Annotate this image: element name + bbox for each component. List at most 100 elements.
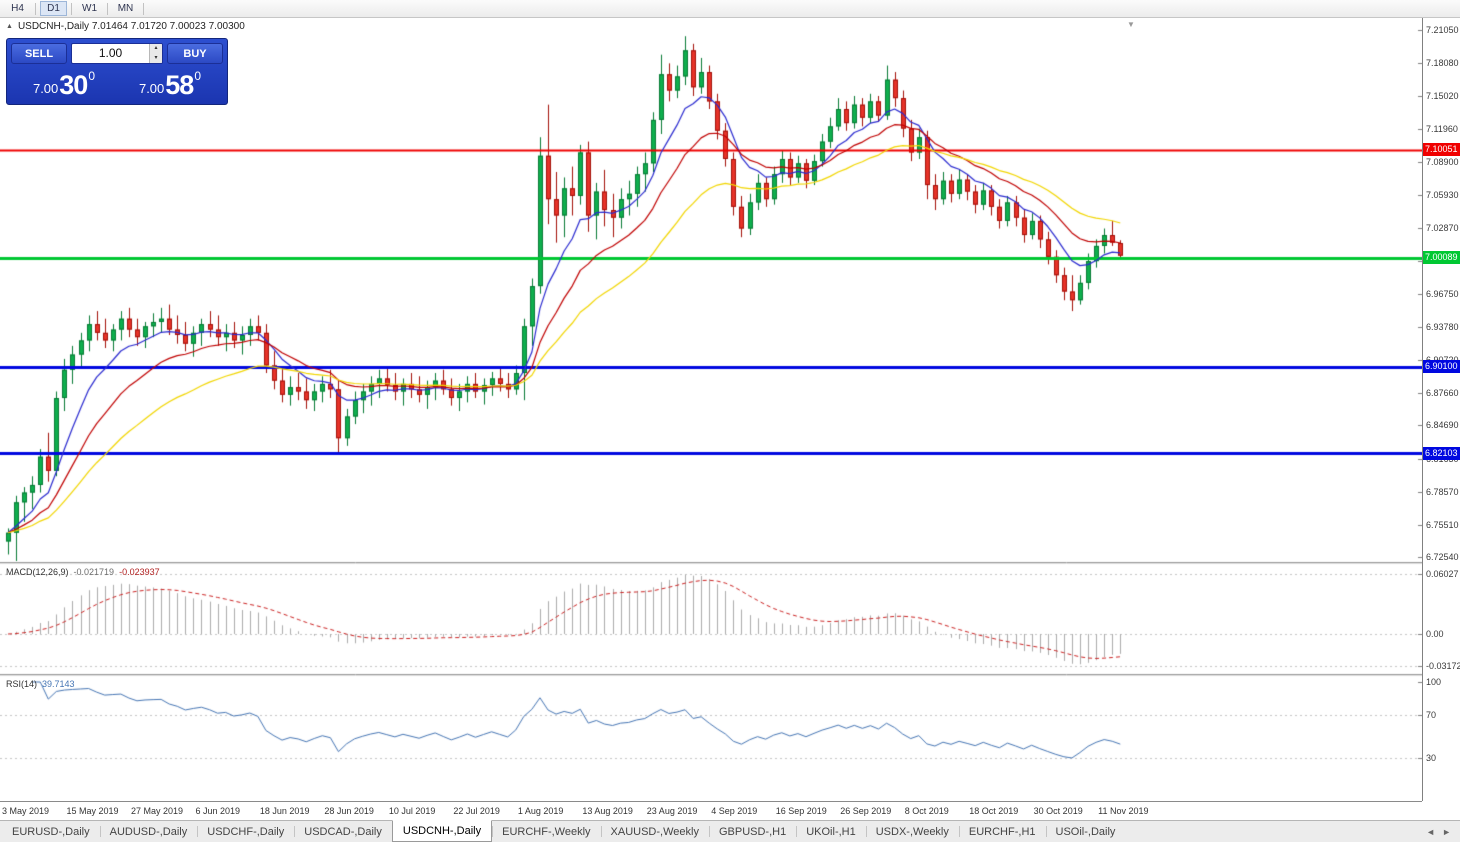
volume-value[interactable]: 1.00 (98, 46, 123, 60)
chart-tab-eurusd-daily[interactable]: EURUSD-,Daily (12, 825, 90, 838)
time-axis-label: 22 Jul 2019 (453, 806, 500, 816)
buy-price-major: 7.00 (138, 81, 165, 96)
timeframe-button-h4[interactable]: H4 (11, 3, 24, 14)
price-axis-label: 6.84690 (1426, 420, 1459, 431)
macd-indicator-label: MACD(12,26,9) -0.021719 -0.023937 (6, 567, 160, 577)
timeframe-button-w1[interactable]: W1 (82, 3, 97, 14)
time-axis-label: 11 Nov 2019 (1098, 806, 1149, 816)
price-axis-label: 6.93780 (1426, 321, 1459, 332)
chart-tab-eurchf-h1[interactable]: EURCHF-,H1 (958, 821, 1046, 842)
timeframe-button-mn[interactable]: MN (117, 3, 134, 14)
time-axis-label: 15 May 2019 (66, 806, 119, 816)
one-click-trade-panel: SELL 1.00 ▴ ▾ BUY 7.00 30 0 7.00 58 0 (6, 38, 228, 105)
price-axis-label: 6.90720 (1426, 355, 1459, 366)
time-axis[interactable]: 3 May 2019 15 May 2019 27 May 2019 6 Jun 20… (0, 801, 1422, 820)
buy-price-pips: 58 (165, 70, 194, 100)
price-line-tag[interactable]: 7.10051 (1423, 143, 1460, 157)
timeframe-button-d1[interactable]: D1 (40, 1, 67, 16)
macd-name: MACD(12,26,9) (6, 567, 69, 577)
toolbar-separator (71, 2, 72, 15)
price-line-tag[interactable]: 6.90100 (1423, 360, 1460, 373)
timeframe-toolbar: H4 D1 W1 MN (0, 0, 1460, 18)
time-axis-label: 13 Aug 2019 (582, 806, 633, 816)
price-axis-label: 6.87660 (1426, 388, 1459, 399)
time-axis-label: 26 Sep 2019 (840, 806, 892, 816)
price-axis[interactable]: 7.21050 7.18080 7.15020 7.11960 7.08900 7.059… (1422, 18, 1460, 801)
sell-price-display[interactable]: 7.00 30 0 (11, 67, 117, 101)
chart-tab-audusd-daily[interactable]: AUDUSD-,Daily (99, 821, 198, 842)
time-axis-label: 28 Jun 2019 (324, 806, 374, 816)
time-axis-label: 27 May 2019 (130, 806, 183, 816)
sell-price-point: 0 (88, 69, 96, 83)
price-axis-label: 7.18080 (1426, 57, 1459, 68)
rsi-axis-label: 30 (1426, 753, 1437, 764)
chart-tab-usoil-daily[interactable]: USOil-,Daily (1045, 821, 1126, 842)
macd-main-value: -0.021719 (73, 567, 115, 577)
chart-tab-usdx-weekly[interactable]: USDX-,Weekly (865, 821, 959, 842)
collapse-trade-panel-icon[interactable]: ▲ (6, 23, 13, 30)
time-axis-label: 18 Oct 2019 (969, 806, 1019, 816)
toolbar-separator (143, 2, 144, 15)
symbol-ohlc-text: USDCNH-,Daily 7.01464 7.01720 7.00023 7.… (17, 21, 245, 32)
chart-tab-ukoil-h1[interactable]: UKOil-,H1 (796, 821, 866, 842)
chart-tab-usdcad-daily[interactable]: USDCAD-,Daily (294, 821, 392, 842)
price-line-tag[interactable]: 7.00089 (1423, 251, 1460, 265)
chart-tab-bar: EURUSD-,Daily AUDUSD-,Daily USDCHF-,Daily U… (0, 820, 1460, 842)
time-axis-label: 1 Aug 2019 (517, 806, 564, 816)
tab-scroll-right-icon[interactable]: ► (1442, 826, 1451, 837)
sell-price-pips: 30 (59, 70, 88, 100)
time-axis-label: 4 Sep 2019 (711, 806, 758, 816)
macd-axis-label: -0.03172 (1426, 660, 1460, 671)
chart-tab-usdchf-daily[interactable]: USDCHF-,Daily (197, 821, 294, 842)
time-axis-label: 16 Sep 2019 (775, 806, 827, 816)
price-axis-label: 7.21050 (1426, 25, 1459, 36)
time-axis-label: 3 May 2019 (2, 806, 50, 816)
time-axis-label: 8 Oct 2019 (904, 806, 949, 816)
rsi-axis-label: 70 (1426, 709, 1437, 720)
price-axis-label: 6.75510 (1426, 520, 1459, 531)
tab-scroll-left-icon[interactable]: ◄ (1426, 826, 1436, 837)
toolbar-separator (35, 2, 36, 15)
chart-shift-marker-icon: ▼ (1127, 20, 1135, 29)
chart-tab-eurchf-weekly[interactable]: EURCHF-,Weekly (492, 821, 600, 842)
sell-price-major: 7.00 (32, 81, 59, 96)
time-axis-label: 18 Jun 2019 (259, 806, 310, 816)
price-chart-canvas[interactable] (0, 18, 1422, 801)
toolbar-separator (107, 2, 108, 15)
rsi-value: 39.7143 (42, 679, 75, 689)
buy-button[interactable]: BUY (167, 43, 223, 64)
time-axis-label: 10 Jul 2019 (388, 806, 436, 816)
chart-tab-gbpusd-h1[interactable]: GBPUSD-,H1 (708, 821, 796, 842)
buy-price-display[interactable]: 7.00 58 0 (117, 67, 223, 101)
symbol-ohlc-header: ▲ USDCNH-,Daily 7.01464 7.01720 7.00023 … (6, 21, 245, 32)
tab-scroll-controls: ◄ ► (1417, 821, 1460, 842)
price-axis-label: 7.15020 (1426, 90, 1459, 101)
price-line-tag[interactable]: 6.82103 (1423, 446, 1460, 460)
time-axis-label: 23 Aug 2019 (646, 806, 698, 816)
chart-tab-xauusd-weekly[interactable]: XAUUSD-,Weekly (600, 821, 709, 842)
volume-decrease-icon[interactable]: ▾ (150, 53, 162, 63)
buy-price-point: 0 (194, 69, 202, 83)
price-axis-label: 6.72540 (1426, 552, 1459, 563)
macd-axis-label: 0.00 (1426, 629, 1444, 639)
time-axis-label: 30 Oct 2019 (1033, 806, 1083, 816)
chart-area: 7.21050 7.18080 7.15020 7.11960 7.08900 7.059… (0, 18, 1460, 820)
volume-increase-icon[interactable]: ▴ (150, 44, 162, 54)
chart-tab-usdcnh-daily[interactable]: USDCNH-,Daily (391, 820, 493, 842)
price-axis-label: 7.11960 (1426, 124, 1458, 134)
price-axis-label: 7.05930 (1426, 189, 1459, 200)
price-axis-label: 6.96750 (1426, 289, 1459, 300)
macd-axis-label: 0.06027 (1426, 568, 1459, 579)
volume-field[interactable]: 1.00 ▴ ▾ (71, 43, 163, 64)
price-axis-label: 7.08900 (1426, 157, 1459, 168)
price-axis-label: 6.78570 (1426, 486, 1459, 497)
volume-spinner: ▴ ▾ (149, 44, 162, 63)
rsi-axis-label: 100 (1426, 677, 1442, 687)
rsi-indicator-label: RSI(14) 39.7143 (6, 679, 75, 689)
time-axis-label: 6 Jun 2019 (195, 806, 240, 816)
sell-button[interactable]: SELL (11, 43, 67, 64)
price-axis-label: 7.02870 (1426, 222, 1459, 233)
rsi-name: RSI(14) (6, 679, 38, 689)
macd-signal-value: -0.023937 (119, 567, 160, 577)
